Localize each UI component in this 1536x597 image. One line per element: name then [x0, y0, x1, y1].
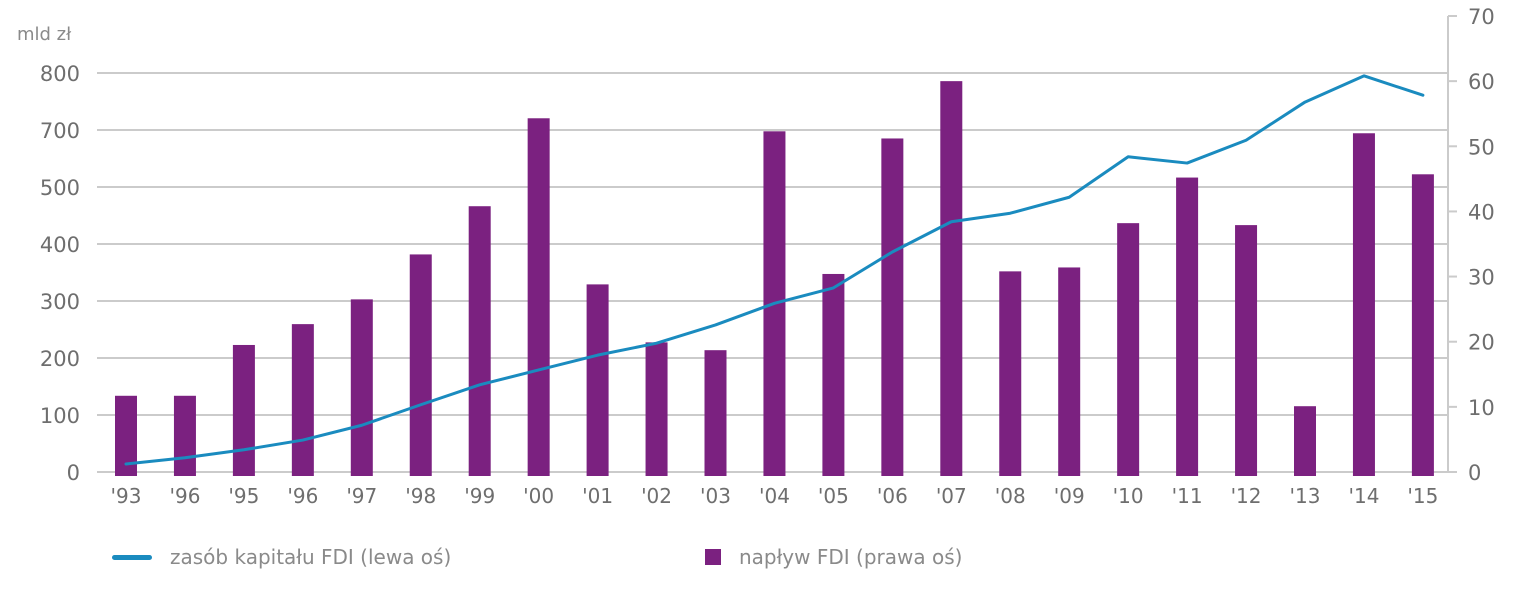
bar [586, 284, 609, 476]
right-axis-tick-label: 40 [1468, 200, 1495, 224]
bar [1411, 174, 1434, 476]
x-axis-tick-label: '05 [818, 484, 849, 508]
left-axis-tick-label: 500 [40, 176, 80, 200]
bar [940, 81, 963, 477]
bar [704, 350, 727, 476]
right-axis: 0 10 20 30 40 50 60 70 [1447, 5, 1495, 485]
x-axis-tick-label: '99 [464, 484, 495, 508]
x-axis-labels: '93 '96 '95 '96 '97 '98 '99 '00 '01 '02 '03 '04 '05 '… [111, 484, 1439, 508]
x-axis-tick-label: '07 [936, 484, 967, 508]
x-axis-tick-label: '01 [582, 484, 613, 508]
x-axis-tick-label: '14 [1348, 484, 1379, 508]
left-axis-tick-label: 700 [40, 119, 80, 143]
bar [999, 271, 1022, 476]
bar [1352, 133, 1375, 476]
bar [409, 254, 432, 476]
right-axis-tick-label: 50 [1468, 135, 1495, 159]
x-axis-tick-label: '93 [111, 484, 142, 508]
bar [1294, 406, 1316, 476]
bar [350, 299, 373, 476]
x-axis-tick-label: '97 [346, 484, 377, 508]
x-axis-tick-label: '08 [995, 484, 1026, 508]
x-axis-tick-label: '00 [523, 484, 554, 508]
bar [1117, 223, 1140, 476]
bar [468, 206, 491, 476]
bar [881, 138, 904, 476]
bar [1058, 267, 1081, 476]
x-axis-tick-label: '96 [169, 484, 200, 508]
right-axis-tick-label: 30 [1468, 266, 1495, 290]
x-axis-tick-label: '06 [877, 484, 908, 508]
x-axis-tick-label: '11 [1172, 484, 1203, 508]
bar [645, 342, 668, 476]
right-axis-tick-label: 10 [1468, 396, 1495, 420]
line-series-fdi-stock [124, 74, 1425, 466]
bar [232, 344, 255, 476]
legend-line-swatch [112, 554, 152, 560]
right-axis-tick-label: 60 [1468, 70, 1495, 94]
x-axis-tick-label: '09 [1054, 484, 1085, 508]
bar [1176, 177, 1199, 476]
left-axis-tick-label: 200 [40, 347, 80, 371]
x-axis-tick-label: '02 [641, 484, 672, 508]
left-axis-tick-label: 300 [40, 290, 80, 314]
bar [173, 395, 196, 476]
x-axis-tick-label: '03 [700, 484, 731, 508]
x-axis-tick-label: '15 [1407, 484, 1438, 508]
x-axis-tick-label: '12 [1231, 484, 1262, 508]
bar [527, 118, 550, 476]
left-axis-unit-label: mld zł [17, 24, 72, 45]
legend-item-fdi-stock: zasób kapitału FDI (lewa oś) [112, 545, 451, 569]
bar [822, 273, 845, 476]
left-axis-tick-label: 0 [67, 461, 80, 485]
bar [1235, 225, 1258, 476]
right-axis-tick-label: 0 [1468, 461, 1481, 485]
legend-label-fdi-stock: zasób kapitału FDI (lewa oś) [170, 545, 452, 569]
right-axis-tick-label: 20 [1468, 331, 1495, 355]
left-axis-tick-label: 400 [40, 233, 80, 257]
bar-series-fdi-inflow [115, 81, 1434, 477]
x-axis-tick-label: '13 [1290, 484, 1321, 508]
x-axis-tick-label: '95 [228, 484, 259, 508]
legend-label-fdi-inflow: napływ FDI (prawa oś) [739, 545, 963, 569]
bar [115, 395, 137, 476]
x-axis-tick-label: '96 [287, 484, 318, 508]
legend-bar-swatch [705, 549, 721, 565]
x-axis-tick-label: '10 [1113, 484, 1144, 508]
bar [291, 324, 314, 476]
left-axis-ticks: 0 100 200 300 400 500 700 800 [40, 62, 80, 485]
legend-item-fdi-inflow: napływ FDI (prawa oś) [705, 545, 962, 569]
x-axis-tick-label: '98 [405, 484, 436, 508]
x-axis-tick-label: '04 [759, 484, 790, 508]
right-axis-tick-label: 70 [1468, 5, 1495, 29]
left-axis-tick-label: 800 [40, 62, 80, 86]
left-axis-tick-label: 100 [40, 404, 80, 428]
